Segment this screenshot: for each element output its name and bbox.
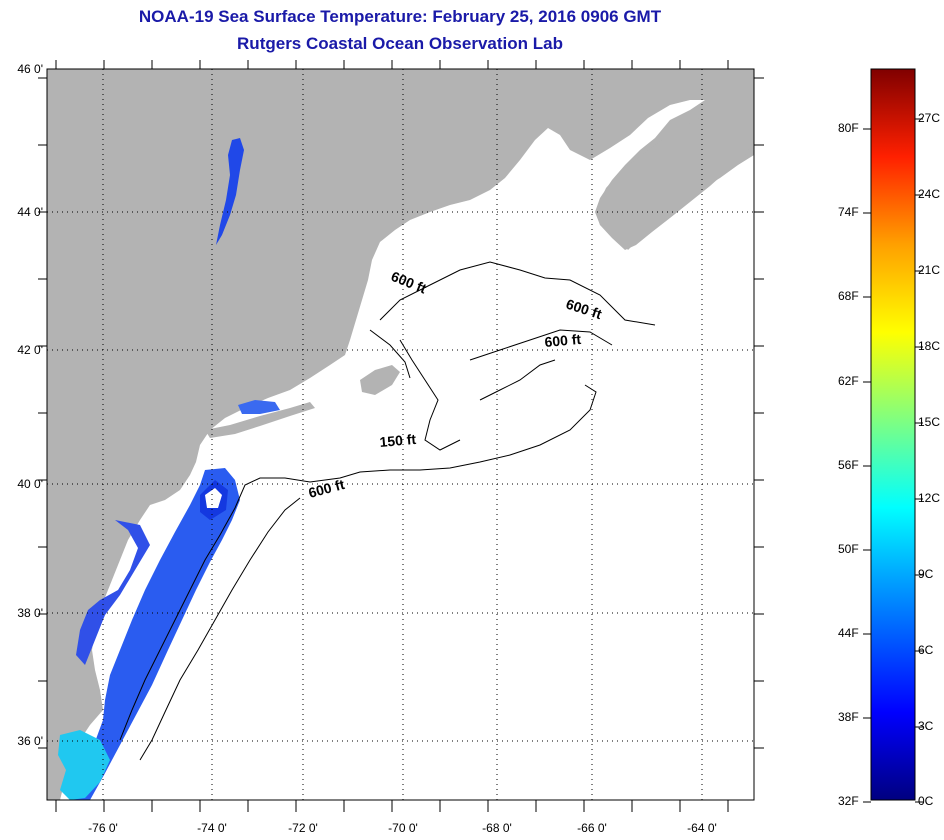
- graticule: [47, 68, 754, 800]
- colorbar-fahrenheit-label: 56F: [838, 458, 859, 472]
- colorbar-celsius-label: 27C: [918, 111, 941, 125]
- longitude-label: -70 0': [388, 821, 418, 835]
- contour-label: 600 ft: [544, 331, 582, 350]
- longitude-label: -66 0': [577, 821, 607, 835]
- latitude-label: 36 0': [17, 734, 43, 748]
- latitude-label: 42 0': [17, 343, 43, 357]
- latitude-labels: 46 0' 44 0' 42 0' 40 0' 38 0' 36 0': [17, 62, 43, 748]
- colorbar-fahrenheit-label: 32F: [838, 794, 859, 808]
- colorbar-celsius-label: 6C: [918, 643, 934, 657]
- land-mainland: [47, 69, 754, 800]
- longitude-label: -74 0': [197, 821, 227, 835]
- longitude-labels: -76 0' -74 0' -72 0' -70 0' -68 0' -66 0' -64 …: [88, 821, 717, 835]
- colorbar-ticks: [863, 118, 923, 803]
- latitude-label: 44 0': [17, 205, 43, 219]
- colorbar-celsius-label: 21C: [918, 263, 941, 277]
- latitude-label: 38 0': [17, 606, 43, 620]
- colorbar-fahrenheit-label: 62F: [838, 374, 859, 388]
- bathymetry-contours: [119, 261, 656, 761]
- colorbar-fahrenheit-label: 50F: [838, 542, 859, 556]
- colorbar-celsius-label: 9C: [918, 567, 934, 581]
- land-long-island: [205, 402, 315, 438]
- colorbar-celsius-label: 3C: [918, 719, 934, 733]
- sst-sound: [238, 400, 280, 414]
- longitude-label: -72 0': [288, 821, 318, 835]
- colorbar-fahrenheit-label: 80F: [838, 121, 859, 135]
- map-subtitle: Rutgers Coastal Ocean Observation Lab: [237, 34, 563, 53]
- latitude-label: 40 0': [17, 477, 43, 491]
- colorbar-fahrenheit-label: 68F: [838, 289, 859, 303]
- colorbar-fahrenheit-label: 38F: [838, 710, 859, 724]
- contour-label: 150 ft: [379, 431, 417, 450]
- map-frame: [46, 68, 755, 801]
- longitude-label: -76 0': [88, 821, 118, 835]
- sst-plume: [70, 468, 240, 800]
- land-nova-scotia: [596, 112, 754, 250]
- axis-ticks: [38, 60, 764, 812]
- colorbar-fahrenheit-label: 74F: [838, 205, 859, 219]
- colorbar-celsius-label: 18C: [918, 339, 941, 353]
- colorbar-celsius-label: 0C: [918, 794, 934, 808]
- colorbar-scale: [870, 68, 916, 801]
- colorbar-celsius-label: 24C: [918, 187, 941, 201]
- land-cape-cod: [360, 365, 400, 395]
- sst-cloud-gap: [205, 488, 222, 508]
- map-title: NOAA-19 Sea Surface Temperature: Februar…: [138, 7, 662, 26]
- longitude-label: -64 0': [687, 821, 717, 835]
- latitude-label: 46 0': [17, 62, 43, 76]
- sst-lake: [216, 138, 244, 245]
- colorbar-celsius-label: 15C: [918, 415, 941, 429]
- longitude-label: -68 0': [482, 821, 512, 835]
- colorbar-fahrenheit-label: 44F: [838, 626, 859, 640]
- sst-southern-warm: [58, 730, 110, 800]
- colorbar-celsius-label: 12C: [918, 491, 941, 505]
- sst-bay-water: [76, 520, 150, 665]
